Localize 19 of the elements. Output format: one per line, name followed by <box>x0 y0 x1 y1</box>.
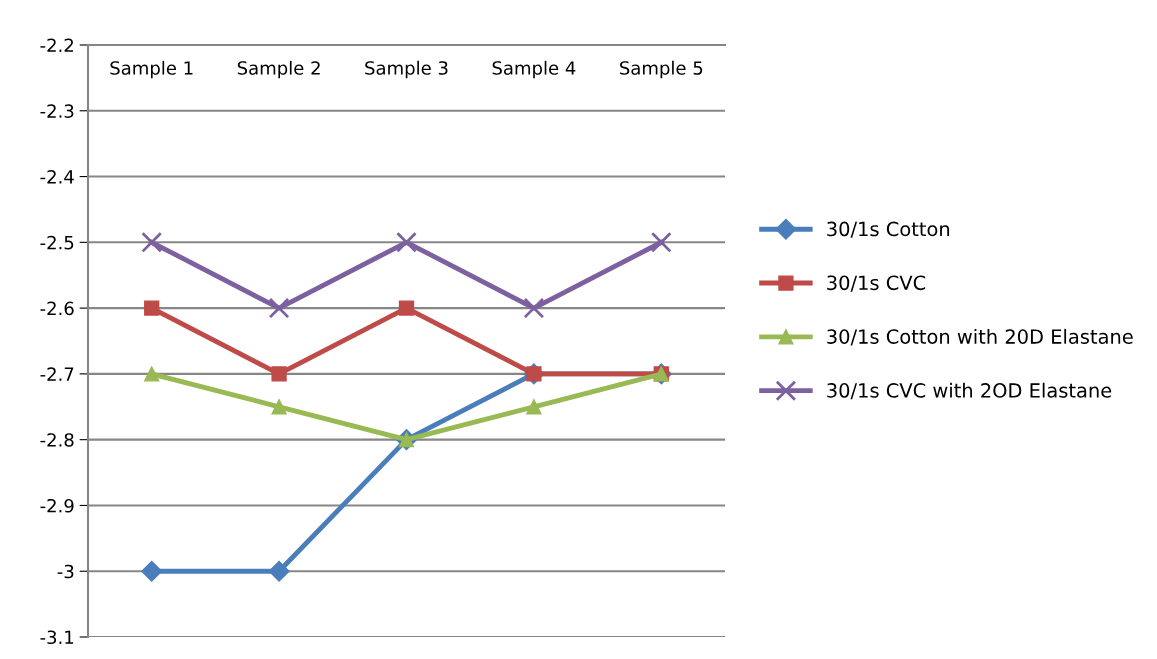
x-tick-label: Sample 1 <box>110 60 193 79</box>
y-tick-label: -2.7 <box>40 367 74 381</box>
y-tick-label: -3 <box>57 564 74 579</box>
x-tick-label: Sample 5 <box>620 60 703 79</box>
y-tick-label: -2.5 <box>40 235 74 250</box>
y-tick-label: -2.8 <box>40 433 74 447</box>
legend-label: 30/1s CVC <box>827 275 926 292</box>
y-tick-label: -2.3 <box>40 104 74 118</box>
legend-label: 30/1s Cotton <box>827 221 950 238</box>
y-tick-label: -2.4 <box>40 170 74 184</box>
y-tick-label: -2.2 <box>40 38 73 52</box>
y-tick-label: -2.9 <box>40 498 74 513</box>
x-tick-label: Sample 3 <box>365 60 448 79</box>
y-tick-label: -3.1 <box>40 630 74 645</box>
legend-label: 30/1s Cotton with 20D Elastane <box>827 328 1133 346</box>
legend-label: 30/1s CVC with 2OD Elastane <box>827 382 1112 400</box>
y-tick-label: -2.6 <box>40 301 74 316</box>
x-tick-label: Sample 4 <box>492 60 576 79</box>
x-tick-label: Sample 2 <box>237 60 320 79</box>
